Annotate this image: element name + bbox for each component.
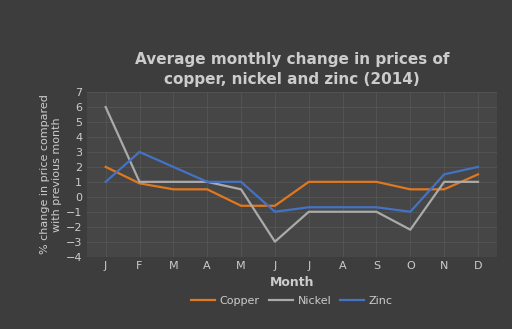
Copper <box>204 187 210 191</box>
Zinc <box>407 210 413 214</box>
Zinc <box>306 205 312 209</box>
Zinc <box>339 205 346 209</box>
Zinc <box>170 165 177 169</box>
Nickel <box>306 210 312 214</box>
Copper <box>238 204 244 208</box>
Zinc <box>136 150 142 154</box>
Copper <box>339 180 346 184</box>
Line: Nickel: Nickel <box>105 107 478 242</box>
Zinc <box>441 172 447 176</box>
X-axis label: Month: Month <box>270 276 314 289</box>
Zinc <box>204 180 210 184</box>
Copper <box>170 187 177 191</box>
Zinc <box>102 180 109 184</box>
Nickel <box>272 240 278 244</box>
Nickel <box>441 180 447 184</box>
Copper <box>407 187 413 191</box>
Copper <box>272 204 278 208</box>
Line: Copper: Copper <box>105 167 478 206</box>
Copper <box>441 187 447 191</box>
Legend: Copper, Nickel, Zinc: Copper, Nickel, Zinc <box>186 292 397 311</box>
Zinc <box>373 205 379 209</box>
Copper <box>475 172 481 176</box>
Line: Zinc: Zinc <box>105 152 478 212</box>
Zinc <box>272 210 278 214</box>
Nickel <box>204 180 210 184</box>
Nickel <box>373 210 379 214</box>
Copper <box>373 180 379 184</box>
Copper <box>306 180 312 184</box>
Title: Average monthly change in prices of
copper, nickel and zinc (2014): Average monthly change in prices of copp… <box>135 52 449 87</box>
Nickel <box>238 187 244 191</box>
Nickel <box>102 105 109 109</box>
Zinc <box>238 180 244 184</box>
Zinc <box>475 165 481 169</box>
Nickel <box>339 210 346 214</box>
Y-axis label: % change in price compared
with previous month: % change in price compared with previous… <box>40 94 61 254</box>
Copper <box>102 165 109 169</box>
Copper <box>136 181 142 185</box>
Nickel <box>407 228 413 232</box>
Nickel <box>170 180 177 184</box>
Nickel <box>475 180 481 184</box>
Nickel <box>136 180 142 184</box>
